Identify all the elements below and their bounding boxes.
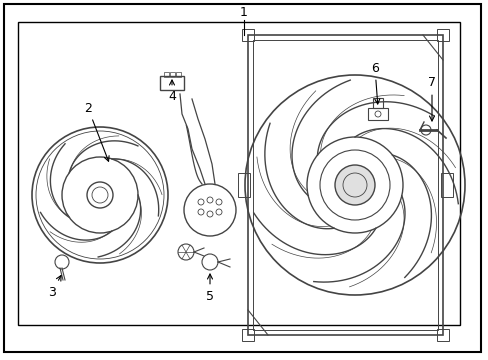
Bar: [372, 98, 382, 108]
Bar: [18, 22, 459, 325]
Text: 2: 2: [84, 102, 109, 161]
Bar: [367, 108, 387, 120]
Bar: [440, 173, 452, 197]
Bar: [436, 29, 448, 41]
Text: 7: 7: [427, 77, 435, 121]
Text: 4: 4: [168, 80, 176, 104]
Bar: [247, 35, 442, 335]
Circle shape: [334, 165, 374, 205]
Bar: [170, 72, 175, 77]
Bar: [242, 29, 253, 41]
Bar: [252, 40, 437, 330]
Bar: [242, 329, 253, 341]
Text: 1: 1: [240, 6, 247, 19]
Bar: [160, 76, 183, 90]
Bar: [238, 173, 249, 197]
Bar: [436, 329, 448, 341]
Text: 6: 6: [370, 62, 379, 104]
Bar: [163, 72, 169, 77]
Text: 3: 3: [48, 275, 61, 298]
Bar: [176, 72, 181, 77]
Text: 5: 5: [205, 274, 214, 302]
